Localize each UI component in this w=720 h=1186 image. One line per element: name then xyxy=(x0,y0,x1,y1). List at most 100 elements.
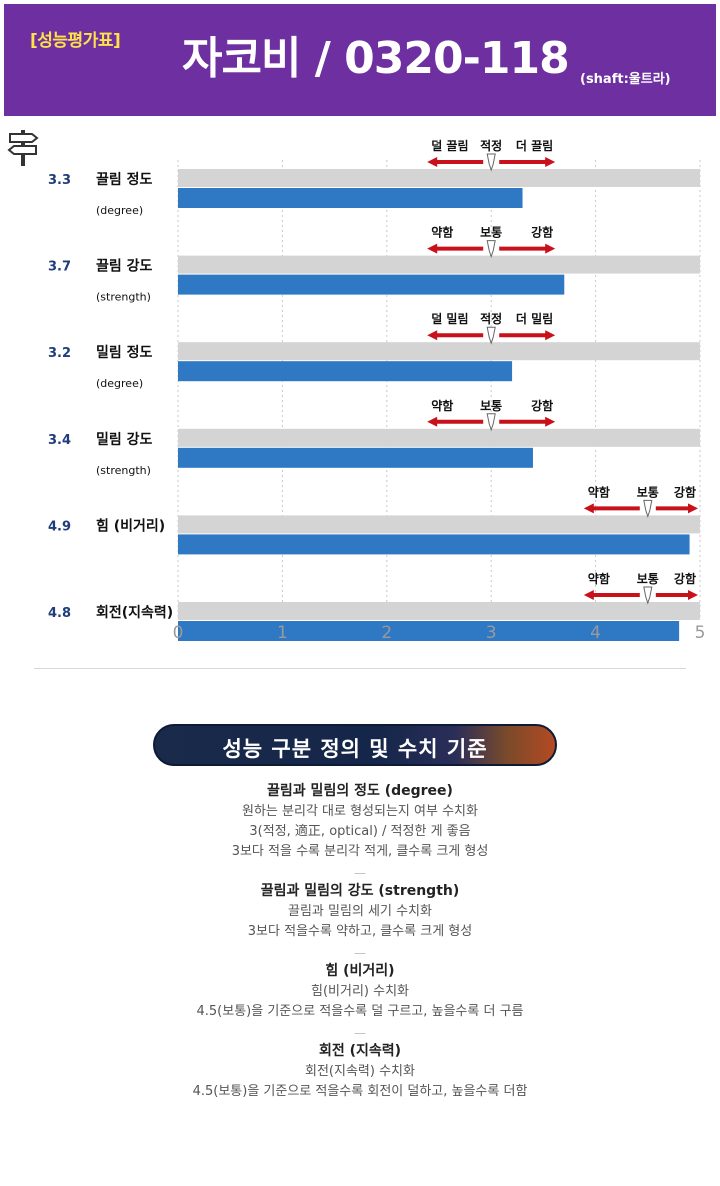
x-tick-label: 1 xyxy=(277,623,288,643)
scale-label-low: 덜 밀림 xyxy=(431,312,468,326)
scale-label-low: 약함 xyxy=(588,571,610,586)
value-label: 4.8 xyxy=(48,606,71,621)
pin-icon xyxy=(486,326,496,345)
definition-spin: 회전 (지속력) 회전(지속력) 수치화 4.5(보통)을 기준으로 적을수록 … xyxy=(0,1040,720,1102)
definition-line: 끌림과 밀림의 세기 수치화 xyxy=(288,904,432,919)
scale-label-low: 약함 xyxy=(431,398,453,413)
arrow-right-icon xyxy=(545,416,556,427)
category-label: 힘 (비거리) xyxy=(96,517,165,534)
page-title: 자코비 / 0320-118 xyxy=(182,33,570,84)
scale-label-high: 강함 xyxy=(674,571,696,586)
value-label: 3.4 xyxy=(48,433,71,448)
arrow-left-icon xyxy=(427,330,438,341)
scale-label-high: 더 밀림 xyxy=(516,311,553,326)
category-label: 끌림 강도 xyxy=(96,258,153,275)
category-sublabel: (strength) xyxy=(96,291,151,304)
header-banner: [성능평가표] 자코비 / 0320-118 (shaft:울트라) xyxy=(4,4,716,116)
scale-label-high: 강함 xyxy=(531,398,553,413)
x-tick-label: 2 xyxy=(381,623,392,643)
arrow-left-icon xyxy=(427,416,438,427)
definition-separator: — xyxy=(354,866,366,880)
arrow-right-icon xyxy=(688,590,698,600)
definition-power: 힘 (비거리) 힘(비거리) 수치화 4.5(보통)을 기준으로 적을수록 덜 … xyxy=(0,960,720,1022)
definition-title: 힘 (비거리) xyxy=(325,963,395,979)
scale-label-mid: 보통 xyxy=(637,571,659,586)
pin-icon xyxy=(486,413,496,432)
definition-line: 3보다 적을 수록 분리각 적게, 클수록 크게 형성 xyxy=(231,844,489,859)
scale-label-mid: 보통 xyxy=(480,225,502,240)
pin-icon xyxy=(486,153,496,172)
definition-line: 4.5(보통)을 기준으로 적을수록 덜 구르고, 높을수록 더 구름 xyxy=(196,1004,524,1019)
arrow-left-icon xyxy=(583,590,594,600)
definition-separator: — xyxy=(354,1026,366,1040)
bar xyxy=(178,534,690,555)
arrow-left-icon xyxy=(427,157,438,167)
header-badge: [성능평가표] xyxy=(30,31,121,51)
definition-line: 4.5(보통)을 기준으로 적을수록 회전이 덜하고, 높을수록 더함 xyxy=(192,1084,528,1099)
x-tick-label: 5 xyxy=(695,623,706,643)
arrow-left-icon xyxy=(583,503,594,514)
pin-icon xyxy=(643,586,653,605)
scale-label-high: 강함 xyxy=(674,484,696,499)
category-sublabel: (strength) xyxy=(96,464,151,477)
bar-track xyxy=(178,255,700,274)
definition-title: 끌림과 밀림의 정도 (degree) xyxy=(267,783,453,799)
scale-label-mid: 적정 xyxy=(480,138,502,153)
bar-track xyxy=(178,515,700,534)
scale-label-mid: 적정 xyxy=(480,311,502,326)
scale-label-low: 덜 끌림 xyxy=(431,139,468,153)
category-sublabel: (degree) xyxy=(96,377,143,390)
bar-track xyxy=(178,602,700,620)
scale-label-low: 약함 xyxy=(588,484,610,499)
scale-label-mid: 보통 xyxy=(480,398,502,413)
scale-label-high: 더 끌림 xyxy=(516,138,553,153)
definition-title: 회전 (지속력) xyxy=(318,1043,402,1059)
shaft-label: (shaft:울트라) xyxy=(580,72,671,87)
section-divider xyxy=(34,668,686,669)
definition-line: 원하는 분리각 대로 형성되는지 여부 수치화 xyxy=(242,804,478,819)
value-label: 3.7 xyxy=(48,260,71,275)
pin-icon xyxy=(486,240,496,259)
value-label: 3.2 xyxy=(48,346,71,361)
x-tick-label: 3 xyxy=(486,623,497,643)
definition-line: 3(적정, 適正, optical) / 적정한 게 좋음 xyxy=(249,824,471,839)
signpost-icon xyxy=(7,130,39,166)
definition-line: 힘(비거리) 수치화 xyxy=(311,984,409,999)
definition-separator: — xyxy=(354,946,366,960)
scale-label-mid: 보통 xyxy=(637,484,659,499)
definition-line: 3보다 적을수록 약하고, 클수록 크게 형성 xyxy=(247,924,473,939)
bar xyxy=(178,621,680,641)
scale-label-low: 약함 xyxy=(431,225,453,240)
definition-title: 끌림과 밀림의 강도 (strength) xyxy=(260,883,460,899)
category-label: 끌림 정도 xyxy=(96,171,153,188)
category-sublabel: (degree) xyxy=(96,204,143,217)
bar xyxy=(178,274,565,295)
bar xyxy=(178,447,533,468)
definitions-banner: 성능 구분 정의 및 수치 기준 xyxy=(153,724,557,766)
bar xyxy=(178,188,523,208)
performance-chart: 3.3 끌림 정도(degree)덜 끌림 적정 더 끌림3.7 끌림 강도(stren… xyxy=(48,138,706,643)
pin-icon xyxy=(643,499,653,518)
bar xyxy=(178,361,513,382)
category-label: 밀림 정도 xyxy=(96,344,153,361)
definitions-section: 끌림과 밀림의 정도 (degree) 원하는 분리각 대로 형성되는지 여부 … xyxy=(0,780,720,1106)
definition-line: 회전(지속력) 수치화 xyxy=(305,1064,415,1079)
x-tick-label: 0 xyxy=(173,623,184,643)
arrow-right-icon xyxy=(545,157,556,167)
definition-strength: 끌림과 밀림의 강도 (strength) 끌림과 밀림의 세기 수치화 3보다… xyxy=(0,880,720,942)
bar-track xyxy=(178,342,700,361)
category-label: 회전(지속력) xyxy=(96,604,173,621)
scale-label-high: 강함 xyxy=(531,225,553,240)
arrow-right-icon xyxy=(545,330,556,341)
arrow-right-icon xyxy=(688,503,698,514)
bar-track xyxy=(178,169,700,187)
arrow-right-icon xyxy=(545,243,556,254)
value-label: 4.9 xyxy=(48,519,71,534)
category-label: 밀림 강도 xyxy=(96,431,153,448)
banner-title: 성능 구분 정의 및 수치 기준 xyxy=(222,737,488,761)
definition-degree: 끌림과 밀림의 정도 (degree) 원하는 분리각 대로 형성되는지 여부 … xyxy=(0,780,720,862)
arrow-left-icon xyxy=(427,243,438,254)
x-tick-label: 4 xyxy=(590,623,601,643)
value-label: 3.3 xyxy=(48,173,71,188)
bar-track xyxy=(178,428,700,447)
